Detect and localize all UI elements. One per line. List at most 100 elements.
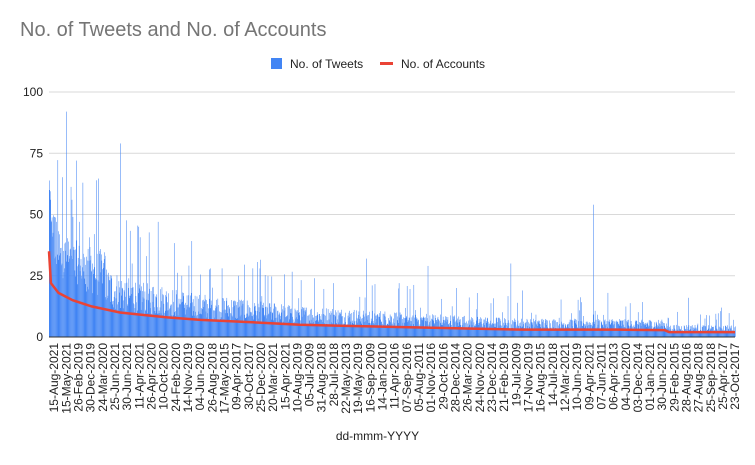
tweets-bar — [364, 297, 366, 337]
tweets-bar — [91, 271, 92, 337]
tweets-bar — [565, 328, 567, 337]
tweets-bar — [311, 308, 312, 337]
tweets-bar — [197, 319, 199, 337]
tweets-bar — [350, 321, 352, 337]
tweets-bar — [121, 295, 122, 337]
tweets-bar — [567, 327, 569, 337]
tweets-bar — [257, 303, 259, 337]
tweets-bar — [221, 268, 223, 337]
tweets-bar — [391, 323, 393, 337]
tweets-bar — [243, 321, 244, 337]
tweets-bar — [714, 330, 715, 337]
tweets-bar — [181, 302, 182, 337]
tweets-bar — [111, 278, 113, 337]
tweets-bar — [222, 298, 223, 337]
tweets-bar — [607, 326, 608, 337]
tweets-bar — [173, 243, 175, 337]
tweets-bar — [733, 332, 735, 337]
tweets-bar — [511, 327, 512, 337]
tweets-bar — [72, 258, 73, 337]
tweets-bar — [394, 312, 395, 337]
tweets-bar — [93, 274, 95, 337]
tweets-bar — [84, 278, 85, 337]
tweets-bar — [75, 240, 77, 337]
tweets-bar — [147, 283, 149, 337]
tweets-bar — [101, 254, 102, 337]
tweets-bar — [297, 319, 298, 337]
tweets-bar — [549, 327, 551, 337]
tweets-bar — [128, 278, 130, 337]
tweets-bar — [245, 317, 246, 337]
tweets-bar — [603, 314, 604, 337]
tweets-bar — [403, 325, 405, 337]
tweets-bar — [494, 326, 496, 337]
tweets-bar — [400, 314, 402, 337]
tweets-bar — [527, 325, 529, 337]
x-tick-label: 07-Sep-2016 — [400, 343, 414, 413]
tweets-bar — [135, 282, 136, 337]
tweets-bar — [359, 319, 360, 337]
tweets-bar — [88, 289, 89, 337]
tweets-bar — [102, 269, 103, 337]
tweets-bar — [320, 319, 321, 337]
tweets-bar — [460, 326, 462, 337]
tweets-bar — [137, 225, 139, 337]
tweets-bar — [214, 317, 215, 337]
tweets-bar — [682, 330, 683, 337]
tweets-bar — [385, 320, 387, 337]
tweets-bar — [169, 307, 171, 337]
tweets-bar — [419, 324, 421, 337]
tweets-bar — [86, 256, 87, 337]
tweets-bar — [62, 278, 64, 337]
tweets-bar — [257, 262, 258, 337]
tweets-bar — [206, 300, 207, 337]
tweets-bar — [197, 314, 198, 337]
tweets-bar — [250, 311, 252, 337]
tweets-bar — [64, 243, 66, 337]
tweets-bar — [474, 325, 476, 337]
tweets-bar — [124, 283, 126, 337]
tweets-bar — [201, 314, 202, 337]
tweets-bar — [707, 329, 708, 337]
tweets-bar — [370, 318, 372, 337]
tweets-bar — [653, 328, 654, 337]
tweets-bar — [199, 294, 200, 337]
tweets-bar — [448, 324, 450, 337]
tweets-bar — [530, 319, 531, 337]
tweets-bar — [174, 312, 175, 337]
tweets-bar — [594, 310, 596, 337]
tweets-bar — [343, 325, 345, 337]
tweets-bar — [502, 312, 503, 337]
tweets-bar — [357, 318, 359, 337]
tweets-bar — [414, 326, 416, 337]
tweets-bar — [655, 328, 656, 337]
tweets-bar — [212, 287, 213, 337]
tweets-bar — [665, 328, 666, 337]
tweets-bar — [170, 305, 171, 337]
tweets-bar — [87, 248, 89, 337]
tweets-bar — [54, 258, 56, 337]
tweets-bar — [136, 314, 138, 337]
tweets-bar — [452, 327, 453, 337]
tweets-bar — [170, 304, 172, 337]
tweets-bar — [76, 284, 78, 337]
tweets-bar — [108, 272, 109, 337]
tweets-bar — [355, 320, 357, 337]
tweets-bar — [582, 325, 583, 337]
tweets-bar — [109, 280, 110, 337]
tweets-bar — [268, 313, 270, 337]
tweets-bar — [408, 321, 409, 337]
tweets-bar — [93, 234, 95, 337]
tweets-bar — [346, 325, 347, 337]
tweets-bar — [131, 293, 132, 337]
x-tick-label: 14-Jan-2010 — [376, 343, 390, 411]
tweets-bar — [721, 307, 722, 337]
tweets-bar — [275, 306, 276, 337]
tweets-bar — [174, 316, 176, 337]
tweets-bar — [651, 326, 653, 337]
tweets-bar — [700, 314, 701, 337]
x-axis-ticks: 15-Aug-202115-May-202126-Feb-201930-Dec-… — [47, 343, 742, 414]
x-tick-label: 26-Apr-2020 — [145, 343, 159, 410]
tweets-bar — [219, 311, 221, 337]
tweets-bar — [414, 314, 416, 337]
